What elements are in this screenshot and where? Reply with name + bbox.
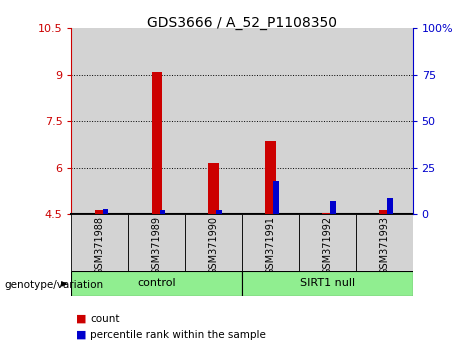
Bar bbox=[152, 72, 162, 214]
Bar bbox=[128, 28, 185, 214]
Bar bbox=[71, 28, 128, 214]
Bar bbox=[71, 271, 242, 296]
Text: SIRT1 null: SIRT1 null bbox=[300, 278, 355, 288]
Text: genotype/variation: genotype/variation bbox=[5, 280, 104, 290]
Bar bbox=[273, 181, 279, 214]
Text: ■: ■ bbox=[76, 314, 87, 324]
Bar bbox=[242, 214, 299, 271]
Text: GSM371990: GSM371990 bbox=[208, 216, 219, 275]
Bar bbox=[387, 198, 393, 214]
Bar bbox=[299, 28, 356, 214]
Text: GSM371991: GSM371991 bbox=[266, 216, 276, 275]
Bar bbox=[379, 210, 389, 214]
Bar bbox=[356, 214, 413, 271]
Text: control: control bbox=[137, 278, 176, 288]
Bar bbox=[242, 28, 299, 214]
Bar bbox=[322, 213, 332, 214]
Bar bbox=[299, 214, 356, 271]
Bar bbox=[242, 271, 413, 296]
Text: GSM371989: GSM371989 bbox=[152, 216, 162, 275]
Text: GSM371993: GSM371993 bbox=[379, 216, 389, 275]
Bar bbox=[356, 28, 413, 214]
Text: GSM371992: GSM371992 bbox=[322, 216, 332, 275]
Bar bbox=[216, 210, 222, 214]
Bar bbox=[128, 214, 185, 271]
Bar bbox=[95, 210, 105, 214]
Bar bbox=[160, 210, 165, 214]
Bar bbox=[266, 141, 276, 214]
Text: ■: ■ bbox=[76, 330, 87, 339]
Bar bbox=[330, 201, 336, 214]
Bar bbox=[71, 214, 128, 271]
Bar bbox=[185, 214, 242, 271]
Bar bbox=[208, 163, 219, 214]
Bar bbox=[185, 28, 242, 214]
Text: GDS3666 / A_52_P1108350: GDS3666 / A_52_P1108350 bbox=[147, 16, 337, 30]
Text: GSM371988: GSM371988 bbox=[95, 216, 105, 275]
Bar bbox=[103, 209, 108, 214]
Text: percentile rank within the sample: percentile rank within the sample bbox=[90, 330, 266, 339]
Text: count: count bbox=[90, 314, 119, 324]
